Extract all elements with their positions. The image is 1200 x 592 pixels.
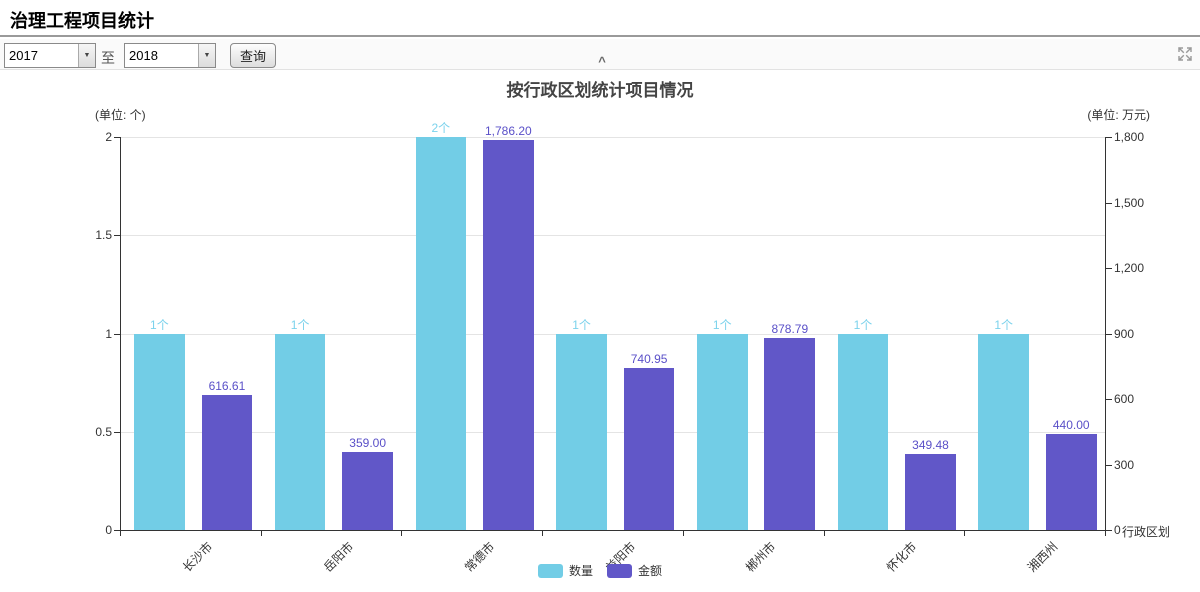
right-tick-label: 600 xyxy=(1114,392,1135,406)
x-axis-tick xyxy=(823,530,825,536)
bar-金额-郴州市[interactable] xyxy=(764,338,816,530)
right-axis-tick xyxy=(1106,530,1112,531)
left-axis-tick xyxy=(114,333,120,335)
bar-value-label: 878.79 xyxy=(771,322,809,337)
year-from-value: 2017 xyxy=(9,48,38,63)
page-title: 治理工程项目统计 xyxy=(10,11,154,31)
grid-line xyxy=(120,235,1105,237)
left-axis-tick xyxy=(114,530,120,531)
right-tick-label: 900 xyxy=(1114,326,1135,341)
x-axis-tick xyxy=(542,530,544,536)
left-axis-unit: (单位: 个) xyxy=(95,108,146,122)
right-axis-tick xyxy=(1106,268,1112,269)
right-axis-tick xyxy=(1106,399,1112,400)
right-axis-tick xyxy=(1106,333,1112,335)
left-axis-tick xyxy=(114,235,120,237)
year-to-select[interactable]: 2018 ▼ xyxy=(124,43,216,68)
x-axis-tick xyxy=(401,530,403,536)
right-tick-label: 1,200 xyxy=(1114,261,1145,275)
bar-value-label: 440.00 xyxy=(1052,417,1090,432)
bar-数量-郴州市[interactable] xyxy=(696,333,748,530)
toolbar: 2017 ▼ 至 2018 ▼ 查询 xyxy=(0,39,1200,70)
right-tick-label: 1,800 xyxy=(1114,130,1145,144)
left-tick-label: 2 xyxy=(105,130,112,144)
bar-金额-长沙市[interactable] xyxy=(201,395,253,530)
count-swatch-icon xyxy=(537,563,563,578)
bar-value-label: 1个 xyxy=(994,317,1014,332)
left-tick-label: 0.5 xyxy=(95,424,112,439)
right-tick-label: 300 xyxy=(1114,457,1135,472)
year-from-select[interactable]: 2017 ▼ xyxy=(4,43,96,68)
legend-label: 金额 xyxy=(638,564,663,578)
x-axis-tick xyxy=(1105,530,1106,536)
bar-value-label: 1个 xyxy=(150,317,169,332)
left-tick-label: 1 xyxy=(105,326,112,341)
bar-value-label: 2个 xyxy=(431,121,451,135)
query-button[interactable]: 查询 xyxy=(230,43,277,68)
left-tick-label: 0 xyxy=(105,523,112,537)
bar-value-label: 1个 xyxy=(712,317,732,332)
bar-value-label: 1个 xyxy=(853,317,873,332)
to-label: 至 xyxy=(101,50,115,66)
bar-金额-益阳市[interactable] xyxy=(623,368,675,530)
grid-line xyxy=(120,333,1105,335)
chart-title: 按行政区划统计项目情况 xyxy=(506,81,694,100)
bar-金额-怀化市[interactable] xyxy=(905,453,956,530)
caret-down-icon[interactable]: ▼ xyxy=(78,44,95,67)
x-axis-name: 行政区划 xyxy=(1122,525,1171,539)
chart-panel: 按行政区划统计项目情况 (单位: 个) (单位: 万元) 0 0.5 1 1.5 2 0 3… xyxy=(0,71,1200,592)
grid-line xyxy=(120,431,1105,433)
bar-数量-怀化市[interactable] xyxy=(837,333,889,530)
left-tick-label: 1.5 xyxy=(95,228,112,243)
plot-area: 0 0.5 1 1.5 2 0 300 600 900 1,200 1,500 1,800 长沙市 岳阳市… xyxy=(0,71,1200,592)
right-axis-tick xyxy=(1106,137,1112,138)
left-axis-tick xyxy=(114,137,120,138)
bar-value-label: 616.61 xyxy=(208,379,246,394)
right-tick-label: 1,500 xyxy=(1114,195,1145,210)
x-axis-tick xyxy=(964,530,966,536)
right-axis-unit: (单位: 万元) xyxy=(1087,108,1150,122)
x-axis-tick xyxy=(260,530,262,536)
bar-金额-湘西州[interactable] xyxy=(1045,433,1097,530)
x-axis-line xyxy=(120,530,1106,531)
right-axis-tick xyxy=(1106,202,1112,204)
fullscreen-expand-icon[interactable] xyxy=(1176,45,1194,63)
legend-label: 数量 xyxy=(568,564,593,578)
left-axis-tick xyxy=(114,431,120,433)
bar-数量-益阳市[interactable] xyxy=(556,333,607,530)
bar-value-label: 359.00 xyxy=(349,435,386,450)
bar-value-label: 1个 xyxy=(290,317,310,332)
bar-value-label: 740.95 xyxy=(630,352,668,367)
x-axis-tick xyxy=(682,530,684,536)
right-tick-label: 0 xyxy=(1114,523,1121,537)
legend-item-count[interactable]: 数量 xyxy=(537,562,593,579)
legend-item-amount[interactable]: 金额 xyxy=(607,562,662,579)
chevron-up-icon[interactable]: ^ xyxy=(598,54,606,69)
bar-金额-常德市[interactable] xyxy=(483,140,534,530)
page-header: 治理工程项目统计 xyxy=(0,0,1200,37)
x-axis-tick xyxy=(120,530,121,536)
bar-value-label: 1个 xyxy=(572,317,591,332)
left-axis-line xyxy=(120,137,121,530)
chart-legend: 数量 金额 xyxy=(0,562,1200,579)
bar-value-label: 349.48 xyxy=(912,437,949,452)
right-axis-tick xyxy=(1106,464,1112,466)
bar-数量-常德市[interactable] xyxy=(415,137,467,530)
bar-数量-岳阳市[interactable] xyxy=(274,333,326,530)
right-axis-line xyxy=(1105,137,1106,531)
year-to-value: 2018 xyxy=(129,48,158,63)
grid-line xyxy=(120,137,1105,138)
bar-金额-岳阳市[interactable] xyxy=(342,451,393,530)
bar-数量-长沙市[interactable] xyxy=(134,333,185,530)
caret-down-icon[interactable]: ▼ xyxy=(198,44,215,67)
bar-数量-湘西州[interactable] xyxy=(978,333,1029,530)
bar-value-label: 1,786.20 xyxy=(485,124,532,138)
amount-swatch-icon xyxy=(607,563,632,578)
